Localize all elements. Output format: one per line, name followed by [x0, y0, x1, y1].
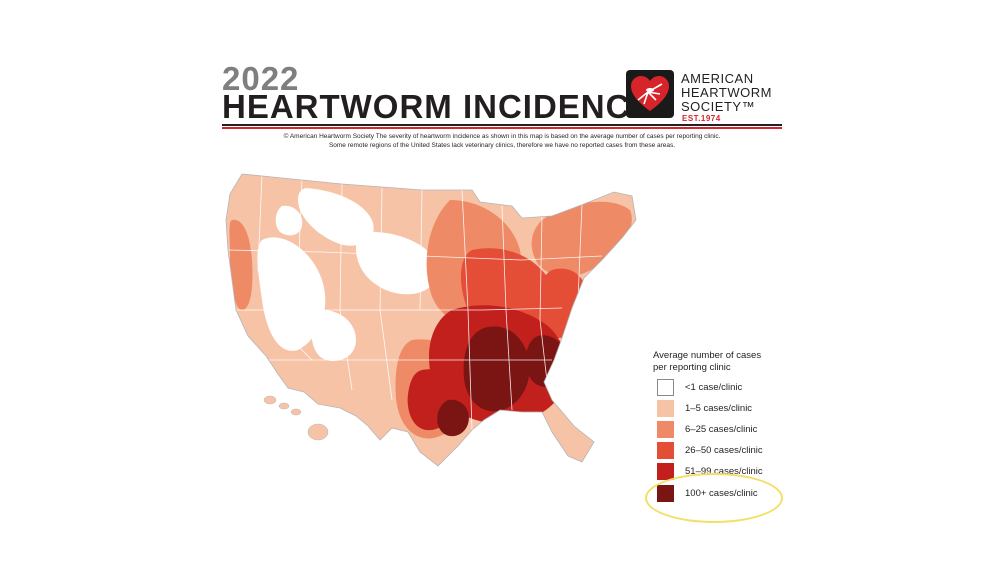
legend-swatch [657, 421, 674, 438]
legend-title-line1: Average number of cases [653, 350, 762, 361]
hawaii-islands [263, 395, 329, 441]
heart-mosquito-logo-icon [626, 70, 674, 118]
credit-line-2: Some remote regions of the United States… [328, 142, 676, 149]
legend-label: <1 case/clinic [685, 382, 743, 393]
zone-extreme-mississippi [463, 326, 530, 412]
legend-label: 1–5 cases/clinic [685, 403, 753, 414]
zone-low-west [257, 237, 326, 351]
org-name-line3: SOCIETY™ [681, 99, 756, 114]
credit-line-1: © American Heartworm Society The severit… [283, 133, 721, 140]
zone-low-mountain [275, 205, 303, 236]
legend-swatch [657, 442, 674, 459]
org-established: EST.1974 [682, 114, 721, 123]
zone-mid-west-coast [229, 219, 253, 310]
zone-extreme-louisiana [437, 399, 469, 437]
legend-swatch [657, 400, 674, 417]
legend-label: 51–99 cases/clinic [685, 466, 763, 477]
legend-title-line2: per reporting clinic [653, 362, 731, 373]
header-rule-red [222, 127, 782, 129]
org-name-line1: AMERICAN [681, 71, 754, 86]
org-name-line2: HEARTWORM [681, 85, 772, 100]
legend-label: 6–25 cases/clinic [685, 424, 758, 435]
header-rule-dark [222, 124, 782, 126]
legend-swatch [657, 379, 674, 396]
legend-label: 26–50 cases/clinic [685, 445, 763, 456]
page-title: HEARTWORM INCIDENCE [222, 88, 654, 125]
zone-low-plains [356, 231, 439, 295]
highlight-circle [645, 473, 783, 523]
year-heading: 2022 [222, 60, 300, 97]
zone-low-north [298, 188, 374, 246]
zone-low-southwest [311, 310, 356, 362]
us-heartworm-map [225, 173, 637, 467]
